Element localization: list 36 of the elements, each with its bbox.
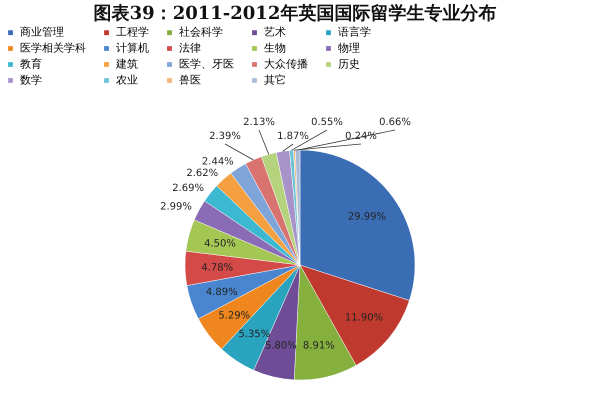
data-label: 2.44% (202, 156, 234, 168)
data-label: 5.29% (218, 310, 250, 322)
legend-label: 医学、牙医 (179, 58, 234, 70)
data-label: 11.90% (344, 312, 384, 324)
data-label: 0.55% (311, 117, 343, 128)
data-label: 2.99% (160, 201, 192, 212)
data-label: 2.13% (243, 117, 275, 128)
legend-label: 农业 (116, 74, 138, 86)
legend-label: 大众传播 (264, 58, 308, 70)
legend-label: 兽医 (179, 74, 201, 86)
data-label: 1.87% (277, 131, 309, 142)
data-label: 2.39% (209, 131, 241, 142)
chart-title: 图表39：2011-2012年英国国际留学生专业分布 (94, 3, 496, 24)
legend-label: 教育 (20, 58, 42, 70)
legend-label: 社会科学 (179, 26, 223, 39)
data-label: 4.78% (201, 262, 234, 274)
legend-label: 物理 (338, 42, 360, 54)
legend-label: 商业管理 (20, 26, 64, 39)
legend-label: 语言学 (338, 26, 371, 39)
legend-label: 其它 (264, 74, 286, 86)
data-label: 4.50% (204, 238, 236, 250)
legend-label: 法律 (179, 42, 201, 54)
legend-label: 医学相关学科 (20, 42, 86, 54)
data-label: 8.91% (302, 340, 335, 352)
legend-label: 历史 (338, 58, 360, 70)
legend-label: 艺术 (264, 26, 286, 39)
legend-label: 计算机 (116, 42, 149, 54)
data-label: 2.62% (186, 168, 218, 180)
legend-label: 建筑 (115, 58, 138, 70)
data-label: 0.66% (379, 117, 411, 128)
data-label: 4.89% (206, 287, 238, 298)
data-label: 29.99% (348, 211, 386, 222)
legend-label: 数学 (20, 74, 42, 86)
data-label: 2.69% (172, 183, 204, 194)
legend-label: 生物 (264, 42, 286, 54)
legend-label: 工程学 (116, 26, 149, 39)
